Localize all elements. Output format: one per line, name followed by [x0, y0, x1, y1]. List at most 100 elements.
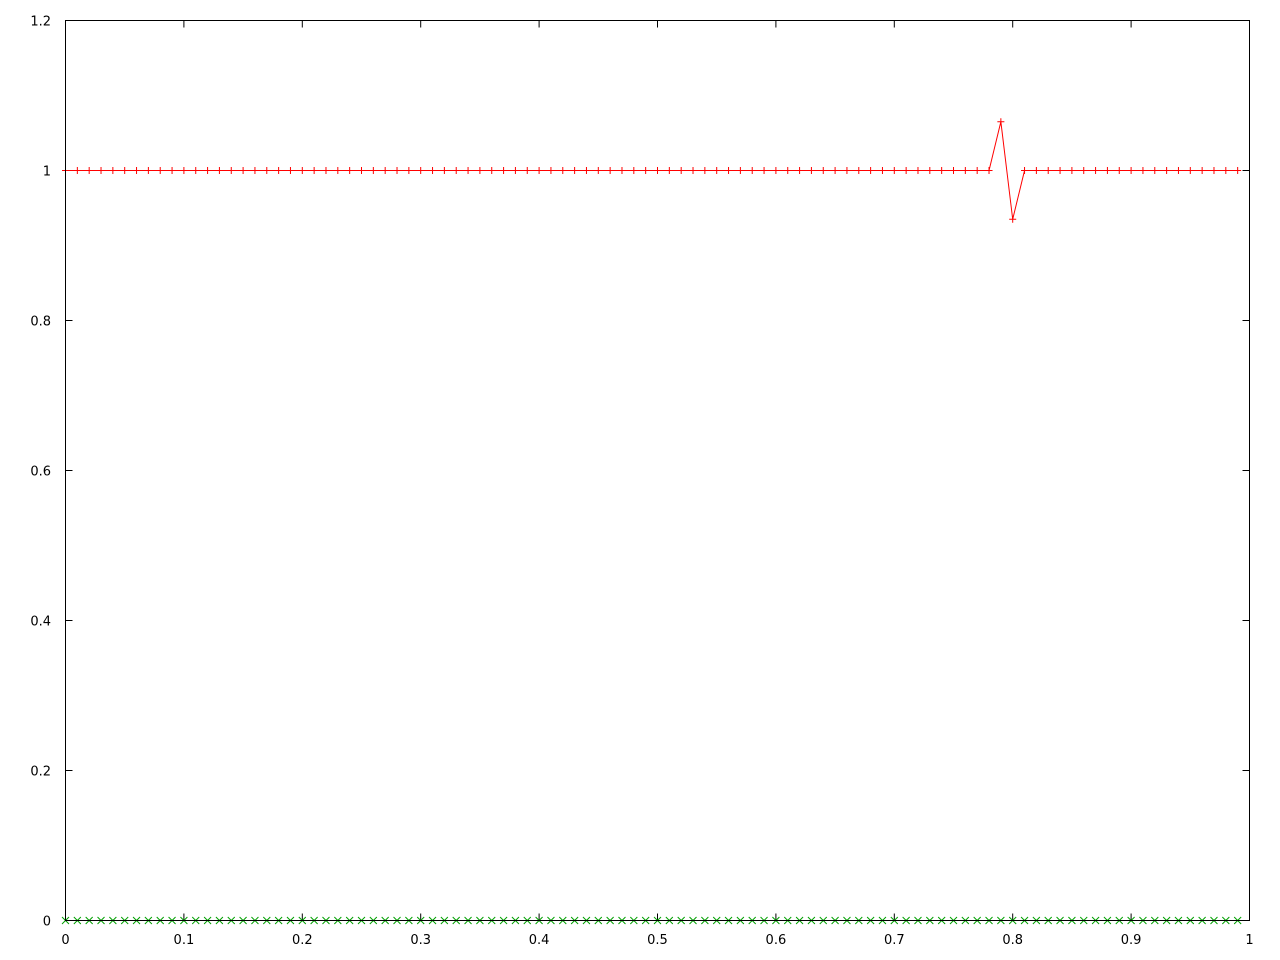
- data-point: [677, 167, 685, 174]
- data-point: [1009, 215, 1017, 223]
- data-point: [772, 167, 780, 174]
- data-point: [618, 167, 626, 174]
- data-point: [796, 167, 804, 174]
- data-point: [1222, 167, 1230, 174]
- data-point: [73, 167, 81, 174]
- data-series: [61, 118, 1242, 925]
- data-point: [665, 167, 673, 174]
- series-line: [65, 121, 1238, 220]
- x-tick-label: 0.1: [174, 933, 195, 948]
- y-tick-label: 1.2: [30, 15, 51, 30]
- data-point: [1163, 167, 1171, 174]
- data-point: [523, 167, 531, 174]
- data-point: [642, 167, 650, 174]
- data-point: [878, 167, 886, 174]
- data-point: [938, 167, 946, 174]
- data-point: [736, 167, 744, 174]
- data-point: [582, 167, 590, 174]
- x-tick-label: 0.9: [1121, 933, 1142, 948]
- y-tick-label: 1: [43, 165, 51, 180]
- axis-ticks: [65, 20, 1250, 921]
- data-point: [1210, 167, 1218, 174]
- data-point: [1021, 167, 1029, 174]
- data-point: [807, 167, 815, 174]
- x-tick-label: 0.4: [529, 933, 550, 948]
- data-point: [215, 167, 223, 174]
- data-point: [97, 167, 105, 174]
- data-point: [180, 167, 188, 174]
- data-point: [144, 167, 152, 174]
- data-point: [1056, 167, 1064, 174]
- data-point: [1068, 167, 1076, 174]
- data-point: [819, 167, 827, 174]
- data-point: [239, 167, 247, 174]
- data-point: [310, 167, 318, 174]
- data-point: [251, 167, 259, 174]
- y-tick-label: 0.2: [30, 765, 51, 780]
- data-point: [950, 167, 957, 174]
- data-point: [630, 167, 638, 174]
- data-point: [204, 167, 212, 174]
- data-point: [547, 167, 555, 174]
- data-point: [369, 167, 377, 174]
- data-point: [133, 167, 141, 174]
- data-point: [926, 167, 934, 174]
- data-point: [1151, 167, 1159, 174]
- data-point: [227, 167, 235, 174]
- x-tick-label: 0.2: [292, 933, 313, 948]
- data-point: [156, 167, 164, 174]
- data-point: [275, 167, 283, 174]
- data-point: [571, 167, 579, 174]
- data-point: [405, 167, 413, 174]
- data-point: [464, 167, 472, 174]
- data-point: [286, 167, 294, 174]
- data-point: [1174, 167, 1182, 174]
- data-point: [784, 167, 792, 174]
- x-tick-label: 0.5: [647, 933, 668, 948]
- x-tick-label: 0.7: [884, 933, 905, 948]
- data-point: [867, 167, 875, 174]
- y-tick-label: 0.8: [30, 315, 51, 330]
- data-point: [121, 167, 129, 174]
- data-point: [1139, 167, 1147, 174]
- data-point: [440, 167, 448, 174]
- data-point: [606, 167, 614, 174]
- data-point: [417, 167, 425, 174]
- x-tick-label: 0: [61, 933, 69, 948]
- data-point: [985, 167, 993, 174]
- data-point: [511, 167, 519, 174]
- x-tick-label: 0.8: [1002, 933, 1023, 948]
- x-tick-label: 1: [1245, 933, 1253, 948]
- data-point: [760, 167, 768, 174]
- data-point: [961, 167, 969, 174]
- data-point: [559, 167, 567, 174]
- data-point: [902, 167, 910, 174]
- data-point: [322, 167, 330, 174]
- data-point: [914, 167, 922, 174]
- data-point: [1186, 167, 1194, 174]
- data-point: [476, 167, 484, 174]
- series-1: [62, 118, 1242, 223]
- x-tick-label: 0.6: [766, 933, 787, 948]
- data-point: [452, 167, 460, 174]
- tick-labels: 0 0.1 0.2 0.3 0.4 0.5 0.6 0.7 0.8 0.9 1 0 0.2 0.4 0.6 0…: [30, 15, 1253, 949]
- data-point: [1127, 167, 1135, 174]
- data-point: [381, 167, 389, 174]
- plot-frame: [65, 20, 1250, 921]
- data-point: [85, 167, 93, 174]
- data-point: [973, 167, 981, 174]
- data-point: [831, 167, 839, 174]
- data-point: [334, 167, 342, 174]
- y-tick-label: 0: [43, 915, 51, 930]
- data-point: [1032, 167, 1040, 174]
- data-point: [346, 167, 354, 174]
- data-point: [997, 118, 1005, 126]
- data-point: [1115, 167, 1123, 174]
- data-point: [594, 167, 602, 174]
- data-point: [1044, 167, 1052, 174]
- y-tick-label: 0.4: [30, 615, 51, 630]
- x-tick-label: 0.3: [410, 933, 431, 948]
- data-point: [109, 167, 117, 174]
- data-point: [843, 167, 851, 174]
